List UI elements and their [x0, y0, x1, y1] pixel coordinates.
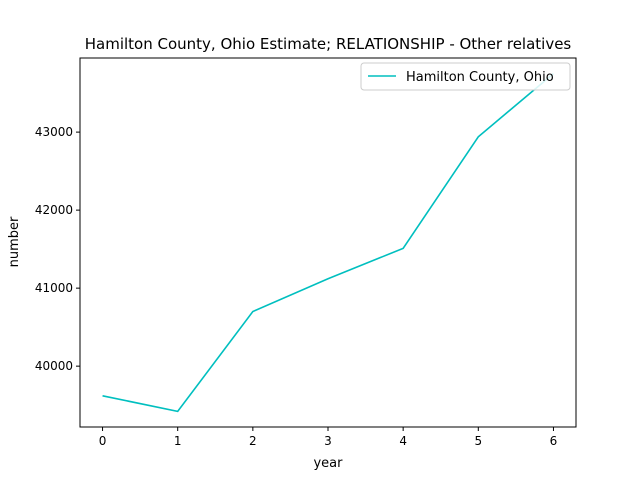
- legend-label: Hamilton County, Ohio: [406, 70, 554, 85]
- x-tick-label: 0: [99, 434, 107, 448]
- series-layer: [102, 72, 554, 413]
- y-tick-label: 42000: [35, 203, 73, 217]
- x-tick-label: 3: [324, 434, 332, 448]
- legend-box: [360, 62, 571, 91]
- plot-frame: [79, 57, 577, 428]
- y-tick-label: 40000: [35, 359, 73, 373]
- x-tick-label: 2: [249, 434, 257, 448]
- y-axis-label: number: [7, 216, 22, 267]
- chart-title: Hamilton County, Ohio Estimate; RELATION…: [85, 35, 572, 53]
- x-axis-label: year: [313, 456, 343, 471]
- y-tick-label: 41000: [35, 281, 73, 295]
- series-line: [102, 72, 554, 413]
- legend: Hamilton County, Ohio: [360, 62, 571, 91]
- x-tick-label: 5: [474, 434, 482, 448]
- x-tick-label: 6: [550, 434, 558, 448]
- x-tick-label: 4: [399, 434, 407, 448]
- x-tick-label: 1: [174, 434, 182, 448]
- y-axis-ticks: 40000 41000 42000 43000: [35, 125, 80, 373]
- x-axis-ticks: 0 1 2 3 4 5 6: [99, 427, 558, 448]
- y-tick-label: 43000: [35, 125, 73, 139]
